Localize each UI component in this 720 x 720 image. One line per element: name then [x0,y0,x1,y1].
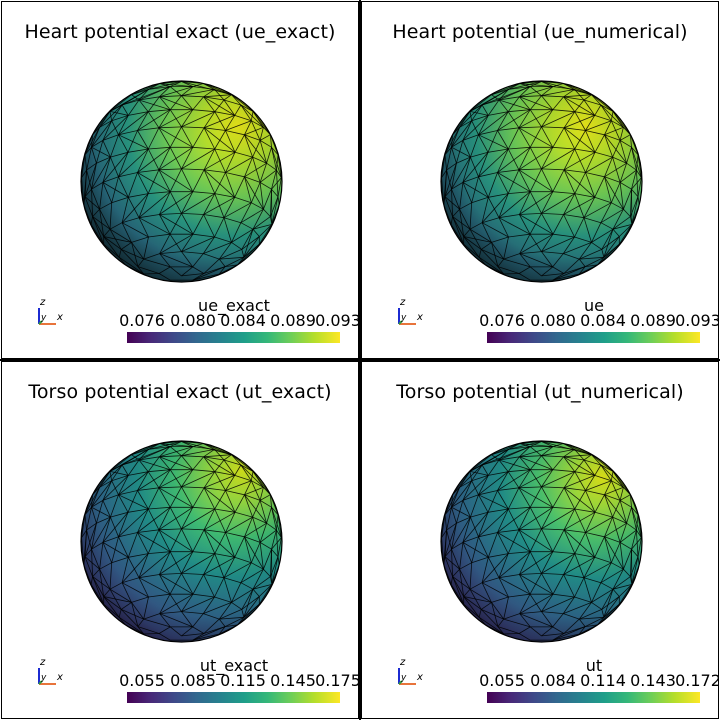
torso-numerical-panel[interactable]: Torso potential (ut_numerical) [361,361,719,719]
panel-title: Torso potential (ut_numerical) [396,381,684,403]
colorbar-tick: 0.089 [270,311,316,330]
colorbar [487,332,700,343]
axis-z-label: z [39,297,46,308]
colorbar-tick: 0.143 [630,671,676,690]
axis-x-label: x [56,672,63,683]
colorbar-tick: 0.076 [119,311,165,330]
panel-title: Heart potential exact (ue_exact) [24,21,336,43]
panel-title: Torso potential exact (ut_exact) [28,381,332,403]
colorbar-tick: 0.084 [580,311,626,330]
colorbar-ticks: 0.076 0.080 0.084 0.089 0.093 [462,311,719,331]
horizontal-divider [0,359,720,361]
colorbar-title: ue [584,296,604,315]
mesh-sphere[interactable] [440,80,643,283]
colorbar-tick: 0.114 [580,671,626,690]
axis-z-label: z [399,297,406,308]
axis-y-label: y [40,673,47,683]
colorbar-tick: 0.172 [675,671,719,690]
colorbar-tick: 0.089 [630,311,676,330]
colorbar-ticks: 0.076 0.080 0.084 0.089 0.093 [102,311,359,331]
colorbar-tick: 0.084 [530,671,576,690]
colorbar-ticks: 0.055 0.084 0.114 0.143 0.172 [462,671,719,691]
mesh-sphere[interactable] [440,440,643,643]
orientation-axes: z y x [38,297,63,325]
colorbar-tick: 0.175 [315,671,359,690]
colorbar-tick: 0.115 [220,671,266,690]
colorbar-title: ut_exact [199,656,269,675]
axis-z-label: z [399,657,406,668]
colorbar-tick: 0.093 [315,311,359,330]
mesh-sphere[interactable] [80,80,283,283]
axis-x-label: x [56,312,63,323]
orientation-axes: z y x [398,657,423,685]
colorbar-tick: 0.055 [479,671,525,690]
orientation-axes: z y x [38,657,63,685]
colorbar-tick: 0.093 [675,311,719,330]
colorbar-tick: 0.084 [220,311,266,330]
axis-y-label: y [400,313,407,323]
axis-x-label: x [416,672,423,683]
orientation-axes: z y x [398,297,423,325]
colorbar-tick: 0.080 [170,311,216,330]
axis-z-label: z [39,657,46,668]
colorbar-tick: 0.080 [530,311,576,330]
heart-exact-panel[interactable]: Heart potential exact (ue_exact) [1,1,359,359]
colorbar-title: ue_exact [198,296,270,315]
colorbar-ticks: 0.055 0.085 0.115 0.145 0.175 [102,671,359,691]
colorbar-tick: 0.055 [119,671,165,690]
colorbar-tick: 0.076 [479,311,525,330]
colorbar-tick: 0.085 [170,671,216,690]
colorbar-title: ut [585,656,603,675]
panel-title: Heart potential (ue_numerical) [392,21,688,43]
colorbar [487,692,700,703]
colorbar [127,332,340,343]
axis-x-label: x [416,312,423,323]
colorbar-tick: 0.145 [270,671,316,690]
heart-numerical-panel[interactable]: Heart potential (ue_numerical) [361,1,719,359]
axis-y-label: y [40,313,47,323]
colorbar [127,692,340,703]
mesh-sphere[interactable] [80,440,283,643]
torso-exact-panel[interactable]: Torso potential exact (ut_exact) [1,361,359,719]
axis-y-label: y [400,673,407,683]
